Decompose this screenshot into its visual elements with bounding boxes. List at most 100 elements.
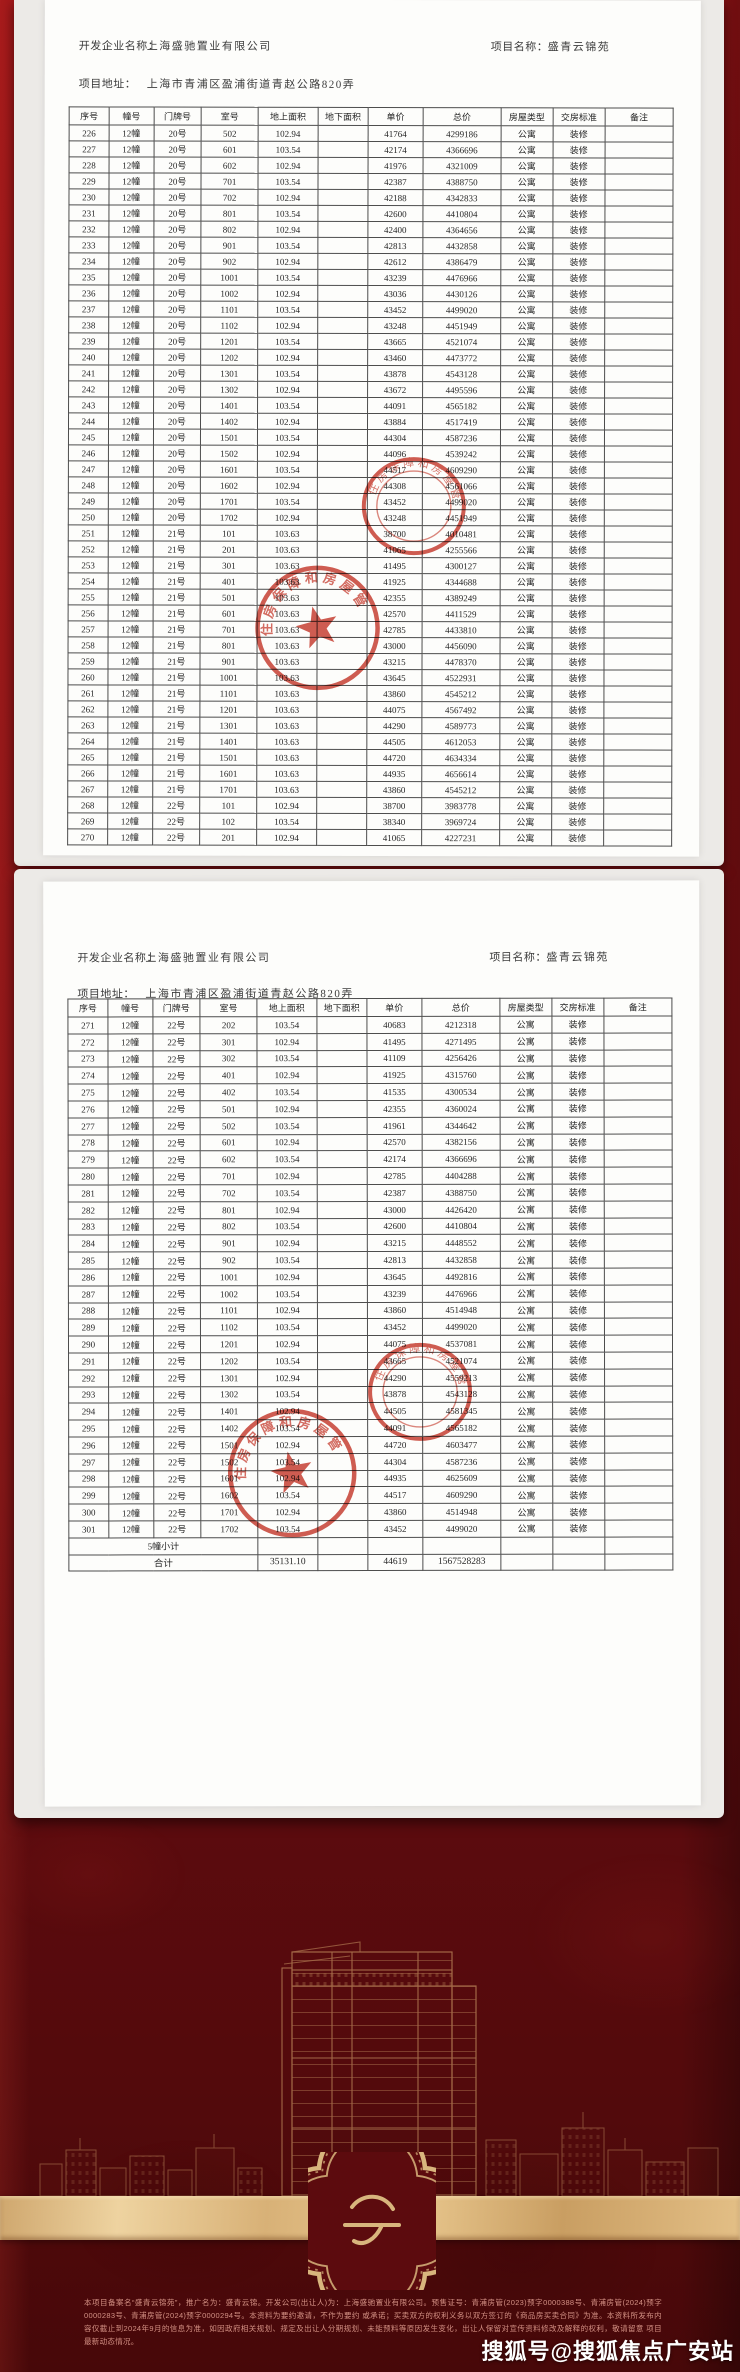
table-cell: 公寓 — [499, 669, 552, 686]
table-cell: 42188 — [367, 189, 423, 206]
table-cell: 12幢 — [107, 1050, 153, 1068]
table-cell: 256 — [68, 604, 108, 621]
table-cell: 21号 — [152, 733, 201, 750]
table-cell: 12幢 — [108, 1268, 153, 1286]
table-cell — [603, 1167, 673, 1185]
summary-cell: 1567528283 — [422, 1553, 501, 1571]
table-cell: 1102 — [200, 1319, 258, 1336]
table-cell: 22号 — [152, 1184, 201, 1202]
table-cell: 4514948 — [422, 1301, 501, 1319]
table-cell: 102.94 — [257, 477, 318, 494]
table-cell: 294 — [68, 1403, 109, 1421]
table-cell: 装修 — [551, 1150, 604, 1168]
table-cell: 41764 — [368, 125, 424, 142]
summary-cell — [500, 1553, 553, 1571]
table-cell: 103.54 — [257, 205, 318, 222]
table-cell: 701 — [200, 621, 258, 638]
table-cell — [603, 1083, 673, 1101]
table-cell — [604, 1335, 673, 1353]
table-cell: 22号 — [152, 1167, 201, 1185]
table-cell: 501 — [200, 589, 258, 606]
table-cell — [317, 1302, 368, 1319]
table-row: 244 12幢 20号 1402 102.94 43884 4517419 公寓 装修 — [68, 412, 673, 431]
table-cell: 4539242 — [422, 445, 501, 462]
table-cell: 103.54 — [257, 1117, 317, 1135]
table-cell: 4559213 — [422, 1369, 501, 1386]
table-cell: 4587236 — [422, 429, 501, 446]
table-cell: 1702 — [201, 1520, 258, 1538]
table-cell: 装修 — [552, 285, 605, 302]
table-cell: 265 — [67, 748, 108, 765]
table-cell: 22号 — [152, 1235, 201, 1253]
table-cell: 241 — [68, 364, 109, 381]
table-cell: 20号 — [153, 365, 201, 382]
table-cell: 103.54 — [256, 1016, 317, 1034]
table-cell: 12幢 — [107, 1067, 153, 1085]
table-cell: 22号 — [153, 1386, 201, 1404]
table-row: 288 12幢 22号 1101 102.94 43860 4514948 公寓 装修 — [68, 1301, 673, 1320]
table-cell: 公寓 — [500, 413, 553, 430]
table-cell: 公寓 — [499, 765, 552, 782]
table-cell: 232 — [68, 220, 109, 237]
table-cell — [317, 509, 368, 526]
table-cell: 12幢 — [107, 1134, 153, 1152]
table-cell: 22号 — [152, 1302, 201, 1320]
table-cell: 公寓 — [500, 1368, 553, 1386]
table-cell: 装修 — [552, 493, 605, 510]
table-cell: 12幢 — [108, 1420, 154, 1437]
table-cell: 公寓 — [500, 253, 553, 270]
summary-label: 合计 — [68, 1554, 258, 1572]
table-cell: 公寓 — [500, 365, 553, 382]
table-cell: 102.94 — [257, 1402, 318, 1420]
table-cell: 502 — [200, 1117, 258, 1135]
table-cell: 101 — [200, 525, 258, 542]
table-cell: 公寓 — [500, 1217, 553, 1235]
table-cell: 22号 — [153, 1470, 202, 1488]
table-cell — [603, 797, 672, 815]
table-cell: 公寓 — [500, 189, 553, 206]
table-cell: 公寓 — [499, 733, 552, 750]
table-cell: 38700 — [366, 797, 422, 814]
table-cell — [604, 349, 673, 367]
table-cell: 103.63 — [256, 669, 317, 686]
table-cell: 20号 — [153, 221, 202, 238]
table-cell: 公寓 — [500, 1335, 553, 1353]
table-cell: 1301 — [200, 717, 257, 734]
table-row: 240 12幢 20号 1202 102.94 43460 4473772 公寓 装修 — [68, 348, 673, 367]
table-cell: 12幢 — [107, 716, 153, 734]
table-cell: 44290 — [366, 717, 422, 734]
table-cell: 44517 — [367, 1486, 423, 1504]
table-row: 267 12幢 21号 1701 103.63 43860 4545212 公寓 装修 — [67, 780, 672, 799]
table-cell: 装修 — [551, 829, 604, 846]
table-cell: 4589773 — [421, 717, 500, 734]
table-row: 255 12幢 21号 501 103.63 42355 4389249 公寓 装修 — [68, 588, 673, 607]
table-row: 262 12幢 21号 1201 103.63 44075 4567492 公寓 装修 — [67, 700, 672, 719]
table-row: 299 12幢 22号 1602 103.54 44517 4609290 公寓 装修 — [68, 1486, 673, 1505]
table-row: 249 12幢 20号 1701 103.54 43452 4499020 公寓 装修 — [68, 492, 673, 511]
table-row: 227 12幢 20号 601 103.54 42174 4366696 公寓 装修 — [69, 140, 674, 159]
table-cell: 公寓 — [500, 1301, 553, 1319]
table-cell: 20号 — [153, 301, 202, 318]
table-cell: 12幢 — [108, 1520, 154, 1538]
table-cell: 装修 — [552, 237, 605, 254]
table-cell: 装修 — [551, 669, 604, 686]
table-cell: 22号 — [152, 1201, 201, 1219]
table-cell: 103.54 — [257, 1285, 318, 1303]
table-cell: 装修 — [552, 1301, 605, 1319]
table-cell: 103.54 — [257, 493, 318, 510]
table-cell — [316, 1100, 368, 1118]
table-cell: 43452 — [367, 1318, 423, 1336]
column-header: 室号 — [201, 107, 259, 126]
table-cell — [603, 509, 673, 527]
table-cell: 4543128 — [422, 365, 501, 382]
table-cell: 12幢 — [108, 188, 154, 206]
table-cell — [604, 285, 673, 303]
table-cell: 4389249 — [422, 589, 500, 606]
table-cell: 公寓 — [500, 125, 553, 142]
project-address: 上海市青浦区盈浦街道青赵公路820弄 — [146, 78, 356, 91]
table-cell: 公寓 — [499, 605, 552, 622]
table-cell — [604, 189, 673, 207]
table-cell — [604, 237, 673, 255]
table-cell: 288 — [68, 1302, 109, 1320]
table-cell: 102.94 — [258, 157, 318, 174]
